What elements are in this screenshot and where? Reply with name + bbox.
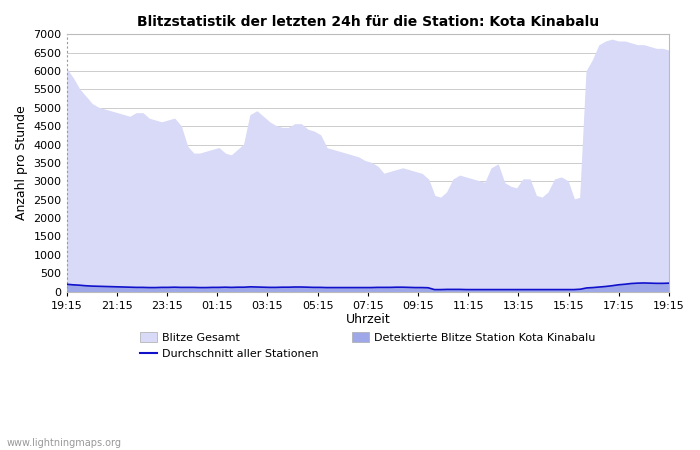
X-axis label: Uhrzeit: Uhrzeit	[346, 313, 390, 326]
Legend: Blitze Gesamt, Durchschnitt aller Stationen, Detektierte Blitze Station Kota Kin: Blitze Gesamt, Durchschnitt aller Statio…	[136, 328, 600, 363]
Y-axis label: Anzahl pro Stunde: Anzahl pro Stunde	[15, 106, 28, 220]
Text: www.lightningmaps.org: www.lightningmaps.org	[7, 438, 122, 448]
Title: Blitzstatistik der letzten 24h für die Station: Kota Kinabalu: Blitzstatistik der letzten 24h für die S…	[136, 15, 599, 29]
